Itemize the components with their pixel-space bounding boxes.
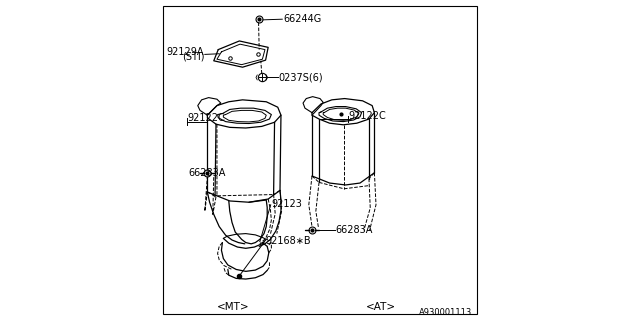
Text: 92168∗B: 92168∗B [265,236,310,246]
Text: 66244G: 66244G [283,14,321,24]
Text: 92122C: 92122C [348,111,386,121]
Text: 0237S(6): 0237S(6) [278,72,323,83]
Text: 92122C: 92122C [187,113,225,124]
Text: 66283A: 66283A [335,225,372,235]
Text: (STI): (STI) [182,52,204,62]
Text: 92123: 92123 [271,199,302,209]
Text: 92129A: 92129A [166,47,204,57]
Text: <AT>: <AT> [365,302,396,312]
Text: 66283A: 66283A [188,168,225,179]
Text: <MT>: <MT> [218,302,250,312]
Text: A930001113: A930001113 [419,308,472,317]
